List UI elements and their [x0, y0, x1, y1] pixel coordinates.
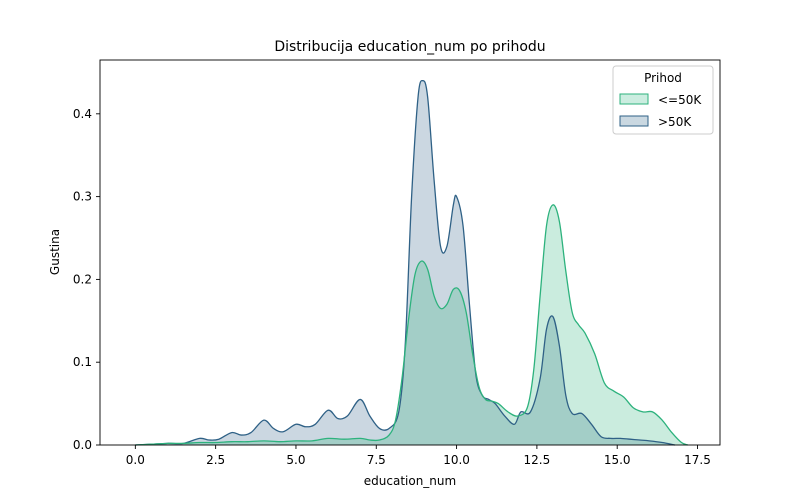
x-tick-label: 0.0	[126, 453, 145, 467]
density-area-gt50k	[135, 80, 676, 446]
x-tick-label: 2.5	[206, 453, 225, 467]
density-area-le50k	[135, 204, 688, 445]
y-tick-label: 0.0	[73, 438, 92, 452]
x-tick-label: 10.0	[443, 453, 470, 467]
axes-frame	[99, 59, 721, 446]
y-axis: 0.0 0.1 0.2 0.3 0.4	[73, 107, 100, 452]
legend-swatch-gt50k	[619, 115, 649, 127]
x-tick-label: 17.5	[684, 453, 711, 467]
density-line-gt50k	[135, 79, 676, 446]
legend-label-gt50k: >50K	[658, 115, 692, 129]
legend-label-le50k: <=50K	[658, 93, 702, 107]
legend: Prihod <=50K >50K	[612, 65, 714, 135]
density-line-le50k	[135, 204, 689, 446]
y-axis-title: Gustina	[48, 229, 62, 275]
x-tick-label: 15.0	[604, 453, 631, 467]
x-tick-label: 7.5	[367, 453, 386, 467]
x-tick-label: 5.0	[286, 453, 305, 467]
y-tick-label: 0.2	[73, 272, 92, 286]
x-tick-label: 12.5	[524, 453, 551, 467]
chart-title: Distribucija education_num po prihodu	[274, 39, 545, 55]
plot-area	[99, 59, 721, 446]
legend-swatch-le50k	[619, 93, 649, 105]
x-axis-title: education_num	[364, 474, 456, 488]
x-axis: 0.0 2.5 5.0 7.5 10.0 12.5 15.0 17.5	[126, 445, 711, 467]
y-tick-label: 0.4	[73, 107, 92, 121]
y-tick-label: 0.3	[73, 190, 92, 204]
y-tick-label: 0.1	[73, 355, 92, 369]
legend-title: Prihod	[644, 71, 682, 85]
